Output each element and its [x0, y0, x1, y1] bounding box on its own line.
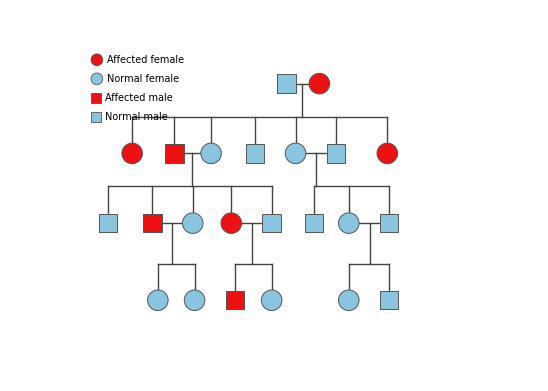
Circle shape — [286, 143, 306, 164]
Bar — [143, 214, 162, 232]
Text: Normal male: Normal male — [105, 112, 168, 122]
Circle shape — [377, 143, 398, 164]
Circle shape — [91, 54, 103, 66]
Circle shape — [339, 213, 359, 233]
Circle shape — [184, 290, 205, 310]
Bar — [277, 74, 295, 93]
Circle shape — [147, 290, 168, 310]
Bar — [380, 214, 398, 232]
Bar — [91, 93, 101, 103]
Bar — [262, 214, 281, 232]
Circle shape — [182, 213, 203, 233]
Bar — [226, 291, 244, 309]
Circle shape — [221, 213, 242, 233]
Bar — [99, 214, 117, 232]
Bar — [246, 144, 264, 163]
Bar — [327, 144, 345, 163]
Text: Affected male: Affected male — [105, 93, 173, 103]
Circle shape — [261, 290, 282, 310]
Circle shape — [201, 143, 221, 164]
Bar — [91, 112, 101, 122]
Circle shape — [309, 74, 330, 94]
Bar — [380, 291, 398, 309]
Text: Normal female: Normal female — [107, 74, 179, 84]
Bar — [305, 214, 323, 232]
Bar — [165, 144, 184, 163]
Circle shape — [122, 143, 142, 164]
Circle shape — [339, 290, 359, 310]
Circle shape — [91, 73, 103, 85]
Text: Affected female: Affected female — [107, 55, 184, 65]
